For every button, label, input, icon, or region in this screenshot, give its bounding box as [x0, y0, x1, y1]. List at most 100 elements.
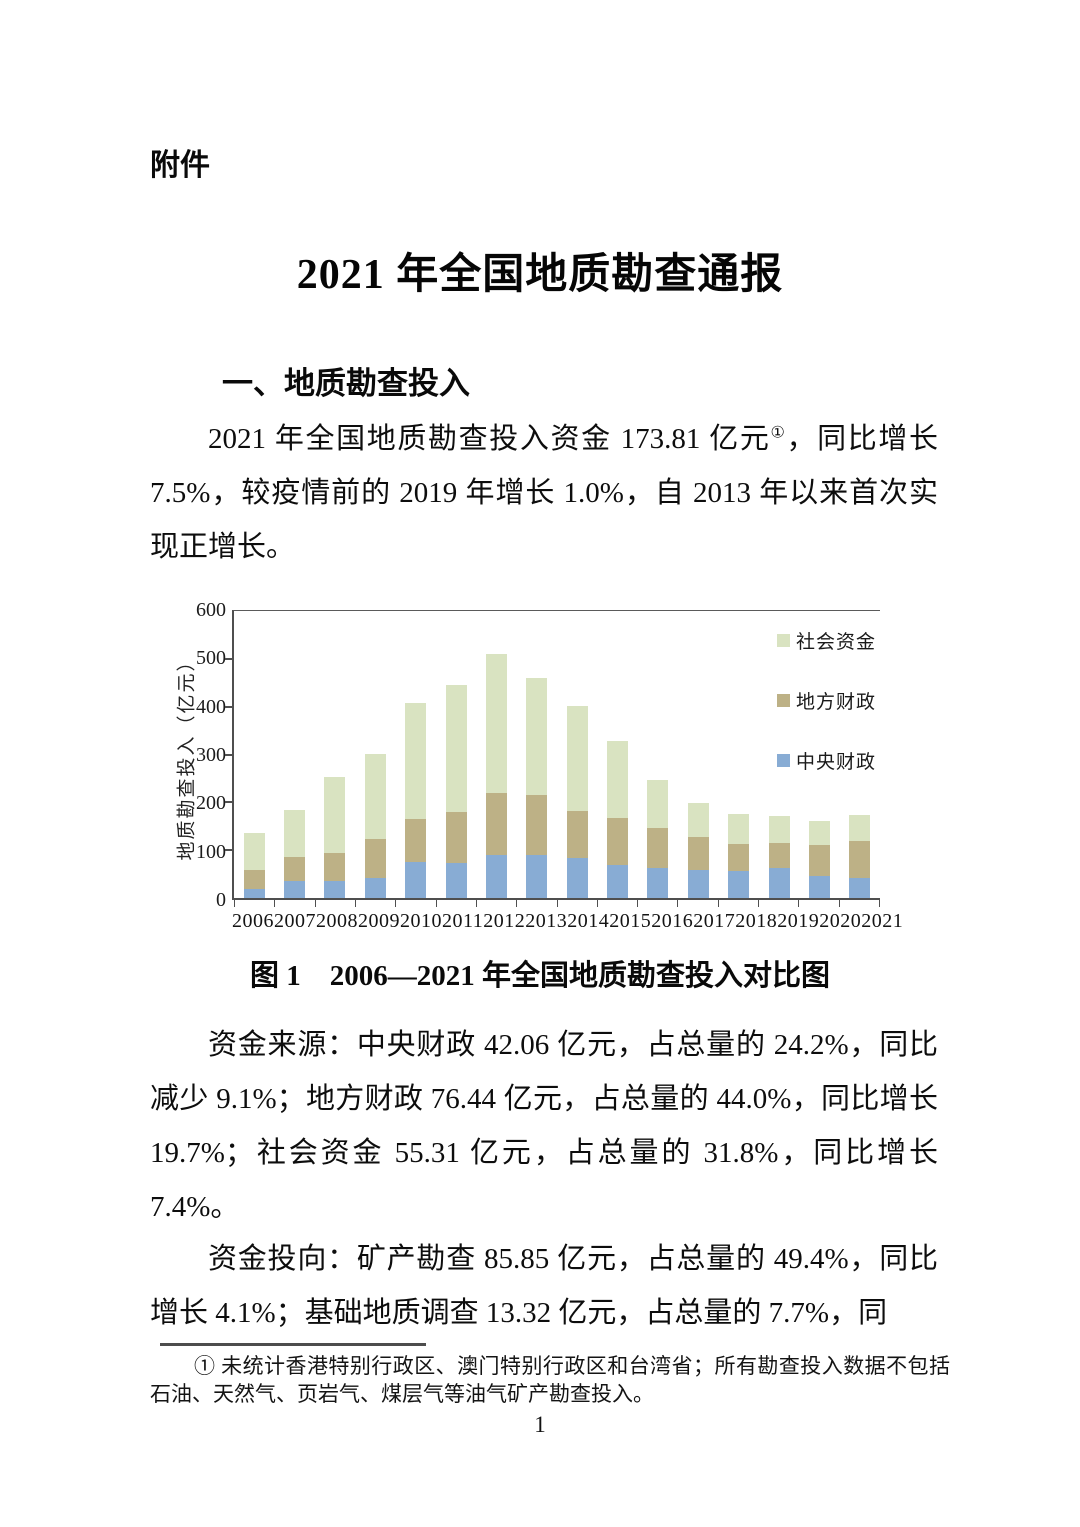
bar-segment-社会资金 [808, 820, 830, 845]
paragraph-funding-direction: 资金投向：矿产勘查 85.85 亿元，占总量的 49.4%，同比增长 4.1%；… [150, 1243, 938, 1329]
bar-segment-地方财政 [526, 795, 548, 856]
x-tick-label: 2016 [651, 910, 694, 932]
y-tick-mark [225, 753, 234, 756]
y-tick-mark [225, 657, 234, 660]
bar-segment-社会资金 [526, 677, 548, 796]
bar-segment-地方财政 [647, 827, 669, 868]
bar-segment-中央财政 [728, 870, 750, 898]
bar-segment-中央财政 [607, 865, 629, 898]
bar-2017 [678, 611, 718, 898]
bar-segment-中央财政 [284, 881, 306, 898]
y-tick-mark [225, 801, 234, 804]
bar-segment-地方财政 [808, 844, 830, 876]
y-tick-label: 600 [196, 599, 226, 621]
bar-segment-社会资金 [566, 705, 588, 812]
bar-2013 [517, 611, 557, 898]
x-tick-label: 2018 [735, 910, 778, 932]
page-number: 1 [534, 1412, 546, 1437]
x-tick-label: 2019 [777, 910, 820, 932]
paragraph-investment-summary: 2021 年全国地质勘查投入资金 173.81 亿元①，同比增长 7.5%，较疫… [150, 412, 938, 574]
y-tick-mark [225, 705, 234, 708]
bar-2010 [396, 611, 436, 898]
bar-segment-社会资金 [324, 777, 346, 854]
x-tick-mark [517, 900, 558, 907]
y-tick-label: 400 [196, 695, 226, 718]
bar-segment-中央财政 [526, 855, 548, 898]
x-tick-label: 2020 [819, 910, 862, 932]
bar-segment-地方财政 [405, 818, 427, 862]
bar-segment-中央财政 [566, 857, 588, 898]
x-tick-label: 2011 [442, 910, 484, 932]
bar-segment-中央财政 [808, 876, 830, 898]
x-tick-mark [638, 900, 679, 907]
bar-segment-地方财政 [566, 811, 588, 858]
footnote-reference-mark: ① [770, 424, 787, 442]
bar-segment-社会资金 [647, 779, 669, 828]
bar-segment-中央财政 [647, 867, 669, 898]
bar-segment-社会资金 [728, 813, 750, 844]
bar-segment-地方财政 [687, 836, 709, 871]
y-axis-tick-labels: 0 100 200 300 400 500 600 [196, 600, 232, 910]
bar-2007 [274, 611, 314, 898]
x-tick-label: 2017 [693, 910, 736, 932]
bar-segment-社会资金 [607, 741, 629, 819]
bar-2019 [759, 611, 799, 898]
x-tick-mark [235, 900, 276, 907]
bar-2008 [315, 611, 355, 898]
bar-segment-社会资金 [485, 654, 507, 794]
y-tick-label: 100 [196, 840, 226, 863]
bar-segment-地方财政 [607, 818, 629, 865]
x-tick-mark [678, 900, 719, 907]
bar-segment-地方财政 [768, 842, 790, 868]
x-tick-label: 2021 [861, 910, 904, 932]
x-tick-mark [396, 900, 437, 907]
bar-2014 [557, 611, 597, 898]
x-tick-label: 2012 [483, 910, 526, 932]
bar-segment-社会资金 [849, 814, 871, 842]
bar-segment-地方财政 [485, 793, 507, 856]
x-tick-label: 2009 [358, 910, 400, 932]
legend-label: 中央财政 [795, 752, 876, 773]
x-tick-mark [558, 900, 598, 907]
legend-item-社会资金: 社会资金 [776, 627, 876, 654]
bar-2015 [597, 611, 637, 898]
x-tick-mark [719, 900, 760, 907]
bar-2021 [840, 611, 880, 898]
bar-segment-社会资金 [687, 802, 709, 837]
x-tick-mark [275, 900, 316, 907]
x-tick-label: 2007 [274, 910, 316, 932]
bar-segment-地方财政 [849, 841, 871, 878]
legend-label: 社会资金 [795, 632, 876, 653]
bar-segment-中央财政 [405, 861, 427, 898]
y-axis-title-container: 地质勘查投入（亿元） [172, 610, 198, 900]
footnote-divider [160, 1343, 426, 1346]
bar-2006 [234, 611, 274, 898]
bar-2011 [436, 611, 476, 898]
legend-label: 地方财政 [795, 692, 876, 713]
x-tick-label: 2013 [525, 910, 568, 932]
legend-swatch-icon [776, 694, 790, 707]
x-tick-label: 2015 [609, 910, 652, 932]
paragraph-text: ，同比增长 7.5%，较疫情前的 2019 年增长 1.0%，自 2013 年以… [150, 423, 938, 563]
bar-segment-社会资金 [768, 815, 790, 843]
bar-2009 [355, 611, 395, 898]
x-tick-label: 2006 [232, 910, 274, 932]
x-tick-mark [356, 900, 397, 907]
bar-segment-地方财政 [445, 812, 467, 863]
chart-plot-area: 社会资金地方财政中央财政 [225, 610, 880, 907]
section-heading: 一、地质勘查投入 [222, 366, 470, 401]
legend-item-中央财政: 中央财政 [776, 747, 876, 774]
bar-segment-地方财政 [324, 853, 346, 881]
x-tick-mark [759, 900, 800, 907]
x-tick-mark [840, 900, 880, 907]
x-tick-mark [477, 900, 518, 907]
footnote-text: ① 未统计香港特别行政区、澳门特别行政区和台湾省；所有勘查投入数据不包括石油、天… [150, 1354, 950, 1406]
bar-segment-地方财政 [728, 843, 750, 871]
legend-item-地方财政: 地方财政 [776, 687, 876, 714]
figure-caption: 图 1 2006—2021 年全国地质勘查投入对比图 [249, 960, 830, 992]
document-title: 2021 年全国地质勘查通报 [296, 252, 784, 298]
attachment-label: 附件 [150, 149, 210, 182]
bar-2012 [476, 611, 516, 898]
x-tick-mark [799, 900, 840, 907]
legend-swatch-icon [776, 754, 790, 767]
